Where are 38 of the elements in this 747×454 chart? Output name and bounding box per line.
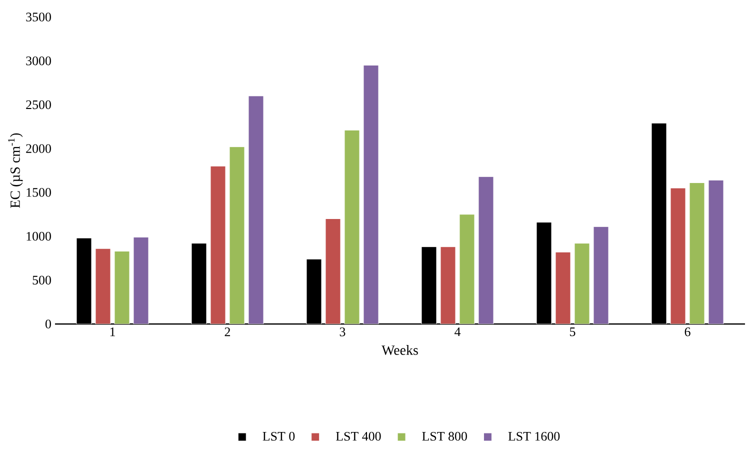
legend-label: LST 800 xyxy=(422,432,467,441)
bar xyxy=(114,250,130,324)
y-tick-label: 0 xyxy=(46,320,51,328)
y-tick-label: 2000 xyxy=(26,144,51,153)
bar xyxy=(478,176,494,324)
y-axis-title: EC (µS cm$^{-1}$) xyxy=(8,133,23,208)
bar xyxy=(248,96,264,324)
bar xyxy=(133,236,149,324)
y-tick-label: 2500 xyxy=(26,100,51,110)
bar xyxy=(574,243,590,324)
bar xyxy=(363,64,379,324)
x-tick-label: 1 xyxy=(110,328,115,336)
legend-label: LST 0 xyxy=(262,432,295,441)
y-tick-label: 3500 xyxy=(26,12,51,22)
bar xyxy=(95,248,111,324)
bar xyxy=(440,246,456,324)
x-tick-label: 5 xyxy=(570,328,576,336)
bar xyxy=(670,188,686,324)
y-tick-label: 1500 xyxy=(26,188,51,197)
bar xyxy=(593,226,609,324)
y-tick-label: 500 xyxy=(32,276,51,285)
bar xyxy=(344,130,360,324)
x-tick-label: 4 xyxy=(454,328,461,336)
bar xyxy=(210,166,226,324)
bar xyxy=(459,214,475,324)
bar xyxy=(689,182,705,324)
bar xyxy=(708,180,724,324)
bar xyxy=(229,146,245,324)
x-tick-label: 6 xyxy=(684,328,690,336)
x-tick-label: 2 xyxy=(224,328,230,336)
y-tick-label: 3000 xyxy=(26,56,51,66)
legend-label: LST 400 xyxy=(336,432,381,441)
bar xyxy=(555,252,571,324)
x-axis-title: Weeks xyxy=(382,345,418,355)
legend-label: LST 1600 xyxy=(508,432,560,441)
bar xyxy=(325,218,341,324)
x-tick-label: 3 xyxy=(340,328,346,336)
y-tick-label: 1000 xyxy=(26,232,51,241)
